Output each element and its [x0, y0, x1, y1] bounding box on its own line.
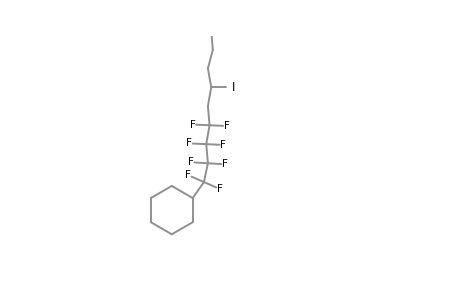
Text: F: F	[188, 157, 193, 167]
Text: F: F	[186, 138, 192, 148]
Text: F: F	[223, 121, 229, 131]
Text: F: F	[185, 170, 191, 180]
Text: F: F	[189, 119, 195, 130]
Text: F: F	[216, 184, 222, 194]
Text: F: F	[220, 140, 226, 150]
Text: I: I	[232, 81, 235, 94]
Text: F: F	[222, 159, 227, 169]
